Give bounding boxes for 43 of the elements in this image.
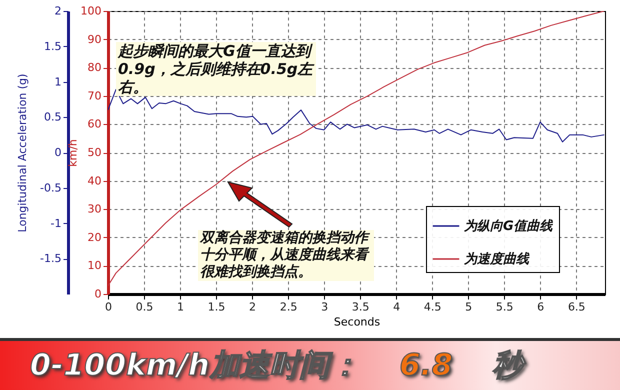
x-tick-label: 6 (537, 300, 544, 314)
y-tick-label: 1 (54, 75, 62, 88)
y-tick-label: 2 (54, 4, 62, 18)
y-tick-label: 0.5 (44, 110, 62, 124)
legend-label: 为纵向G值曲线 (464, 219, 554, 234)
x-tick-label: 5 (465, 300, 472, 314)
x-tick-label: 0 (105, 300, 112, 314)
y2-axis-title: km/h (66, 139, 80, 167)
y2-tick-label: 90 (88, 32, 102, 46)
y-tick-label: 1.5 (44, 40, 62, 53)
x-tick-label: 0.5 (136, 300, 154, 314)
legend-label: 为速度曲线 (464, 251, 530, 267)
y2-tick-label: 0 (94, 288, 102, 300)
y2-tick-label: 40 (88, 174, 102, 188)
x-tick-label: 4.5 (424, 300, 442, 314)
text: 0-100km/h加速时间： (30, 347, 360, 385)
y-tick-label: -0.5 (40, 181, 62, 194)
x-tick-label: 4 (393, 300, 400, 314)
y2-tick-label: 50 (88, 146, 102, 159)
x-tick-label: 3.5 (352, 300, 370, 314)
y-tick-label: 0 (54, 146, 62, 159)
y2-tick-label: 30 (88, 202, 102, 216)
x-tick-label: 1 (177, 300, 184, 314)
x-tick-label: 2.5 (280, 300, 298, 314)
x-tick-label: 6.5 (568, 300, 586, 314)
y2-tick-label: 80 (88, 61, 102, 74)
x-tick-label: 2 (249, 300, 256, 314)
text: 6.8 (399, 348, 453, 383)
annotation: 起步瞬间的最大G值一直达到0.9g，之后则维持在0.5g左右。 (116, 42, 316, 96)
y-axis-title: Longitudinal Acceleration (g) (16, 74, 30, 232)
x-tick-label: 5.5 (496, 300, 514, 314)
y2-tick-label: 10 (88, 259, 102, 272)
y2-tick-label: 20 (88, 230, 102, 244)
y2-tick-label: 60 (88, 118, 102, 131)
y-tick-label: -1 (50, 216, 62, 230)
x-tick-label: 3 (321, 300, 328, 314)
y-tick-label: -1.5 (40, 252, 62, 266)
x-axis-title: Seconds (334, 316, 380, 328)
line-series (108, 11, 605, 286)
annotation: 双离合器变速箱的换挡动作十分平顺，从速度曲线来看很难找到换挡点。 (198, 230, 374, 281)
y2-tick-label: 70 (88, 89, 102, 102)
x-tick-label: 1.5 (208, 300, 226, 314)
y2-tick-label: 100 (80, 4, 102, 18)
